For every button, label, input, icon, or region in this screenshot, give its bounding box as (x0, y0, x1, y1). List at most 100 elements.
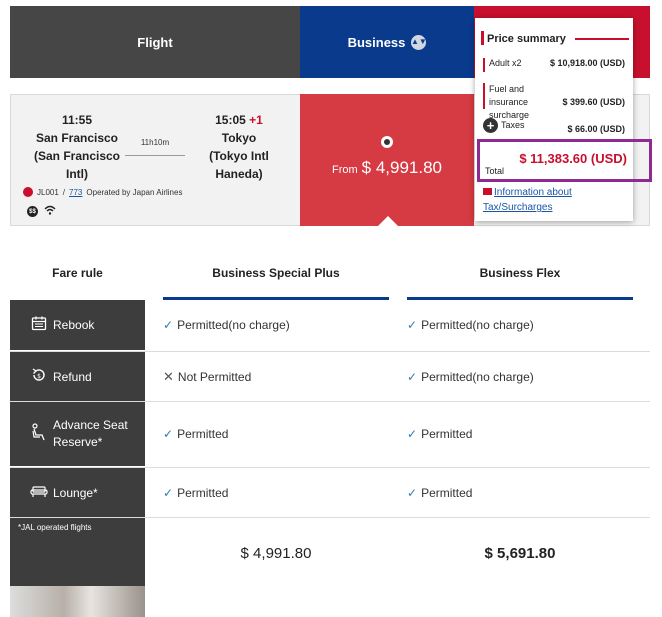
rebook-col1: ✓ Permitted(no charge) (163, 300, 290, 350)
lounge-col1: ✓ Permitted (163, 468, 228, 517)
check-icon: ✓ (163, 485, 174, 500)
lounge-col1-text: Permitted (177, 485, 229, 500)
refund-col2-text: Permitted(no charge) (421, 369, 534, 384)
title-accent-bar (481, 31, 484, 45)
sofa-icon (30, 484, 48, 502)
seat-col2-text: Permitted (421, 427, 473, 441)
flight-duration: 11h10m (140, 138, 170, 147)
lounge-label: Lounge* (53, 485, 98, 500)
check-icon: ✓ (407, 427, 418, 441)
total-highlight-box: $ 11,383.60 (USD) (477, 139, 652, 182)
info-link-icon (483, 188, 492, 195)
lounge-col2: ✓ Permitted (407, 468, 472, 517)
check-icon: ✓ (407, 485, 418, 500)
departure-info: 11:55 San Francisco (San Francisco Intl) (33, 111, 121, 183)
departure-city: San Francisco (35, 131, 119, 145)
total-row: Total (481, 157, 630, 185)
tab-flight: Flight (10, 6, 300, 78)
refund-col2: ✓ Permitted(no charge) (407, 352, 534, 401)
departure-airport: (San Francisco Intl) (33, 149, 121, 181)
adult-row: Adult x2 $ 10,918.00 (USD) (483, 58, 627, 72)
fare-rule-header: Fare rule (52, 266, 103, 280)
rebook-label: Rebook (53, 318, 95, 332)
arrival-info: 15:05 +1 Tokyo (Tokyo Intl Haneda) (189, 111, 289, 183)
tax-info-link[interactable]: Information about Tax/Surcharges (483, 185, 623, 215)
row-label-rebook: Rebook (10, 300, 145, 350)
seat-col2: ✓ Permitted (407, 402, 472, 466)
wifi-icon (44, 205, 56, 218)
adult-value: $ 10,918.00 (USD) (549, 58, 625, 68)
business-flex-header: Business Flex (479, 266, 561, 280)
cross-icon: ✕ (163, 368, 174, 384)
amenity-icons: $$ (27, 205, 56, 218)
arrival-time: 15:05 (215, 113, 246, 127)
tab-business[interactable]: Business ▲▼ (300, 6, 474, 78)
from-label: From (331, 164, 358, 176)
tax-info-link-text[interactable]: Information about Tax/Surcharges (483, 187, 572, 213)
sort-icon[interactable]: ▲▼ (411, 34, 427, 50)
fuel-label: Fuel and insurance surcharge (489, 84, 530, 120)
flight-number: JL001 (37, 187, 59, 197)
calendar-icon (30, 315, 48, 335)
fare-radio-button[interactable] (381, 136, 393, 148)
taxes-value: $ 66.00 (USD) (567, 124, 625, 134)
arrival-time-line: 15:05 +1 (189, 111, 289, 129)
day-offset: +1 (249, 113, 263, 127)
arrival-city: Tokyo (221, 131, 257, 145)
col1-header-rule (163, 297, 389, 300)
from-price: $ 4,991.80 (361, 158, 443, 177)
selected-notch (378, 216, 398, 226)
fare-select-cell[interactable]: From $ 4,991.80 (300, 94, 474, 226)
arrival-airport: (Tokyo Intl Haneda) (209, 149, 269, 181)
seat-col1-text: Permitted (177, 427, 229, 441)
rebook-col2: ✓ Permitted(no charge) (407, 300, 534, 350)
taxes-row: + Taxes $ 66.00 (USD) (483, 118, 627, 136)
refund-icon: $ (30, 367, 48, 387)
duration-line (125, 155, 185, 156)
refund-label: Refund (53, 369, 92, 384)
fare-dollar-icon: $$ (27, 206, 38, 217)
total-label: Total (485, 166, 505, 176)
seat-label: Advance Seat Reserve* (53, 418, 128, 449)
check-icon: ✓ (163, 427, 174, 441)
price-summary-panel: Price summary Adult x2 $ 10,918.00 (USD)… (475, 18, 633, 221)
business-flex-price[interactable]: $ 5,691.80 (484, 545, 556, 562)
row-divider (10, 351, 650, 352)
refund-col1: ✕ Not Permitted (163, 352, 251, 401)
refund-col1-text: Not Permitted (177, 369, 252, 384)
expand-taxes-icon[interactable]: + (483, 118, 498, 133)
seat-col1: ✓ Permitted (163, 402, 228, 466)
jal-logo-icon (23, 187, 33, 197)
svg-text:$: $ (37, 373, 41, 380)
col2-header-rule (407, 297, 633, 300)
title-rule (575, 38, 629, 40)
lounge-photo (10, 586, 145, 617)
flight-number-info: JL001/ 773 Operated by Japan Airlines (23, 187, 182, 197)
adult-label: Adult x2 (489, 58, 522, 68)
total-value: $ 11,383.60 (USD) (519, 151, 627, 166)
check-icon: ✓ (163, 318, 174, 332)
fare-price: From $ 4,991.80 (332, 158, 442, 178)
business-special-plus-header: Business Special Plus (212, 266, 340, 280)
lounge-col2-text: Permitted (421, 485, 473, 500)
rebook-col1-text: Permitted(no charge) (177, 318, 290, 332)
tab-business-label: Business (347, 34, 406, 50)
operated-by: Operated by Japan Airlines (86, 187, 183, 197)
tab-flight-label: Flight (137, 34, 173, 50)
rebook-col2-text: Permitted(no charge) (421, 318, 534, 332)
row-label-seat: Advance Seat Reserve* (10, 402, 145, 466)
row-divider (10, 517, 650, 518)
row-divider (10, 401, 650, 402)
check-icon: ✓ (407, 318, 418, 332)
fuel-value: $ 399.60 (USD) (562, 97, 625, 107)
check-icon: ✓ (407, 369, 418, 384)
business-special-plus-price[interactable]: $ 4,991.80 (240, 545, 312, 562)
row-label-lounge: Lounge* (10, 468, 145, 517)
taxes-label: Taxes (501, 119, 525, 130)
fuel-row: Fuel and insurance surcharge $ 399.60 (U… (483, 83, 627, 120)
jal-footnote: *JAL operated flights (10, 518, 145, 586)
aircraft-link[interactable]: 773 (69, 187, 83, 197)
seat-icon (30, 423, 48, 445)
price-summary-title: Price summary (487, 33, 566, 45)
row-label-refund: $ Refund (10, 352, 145, 401)
